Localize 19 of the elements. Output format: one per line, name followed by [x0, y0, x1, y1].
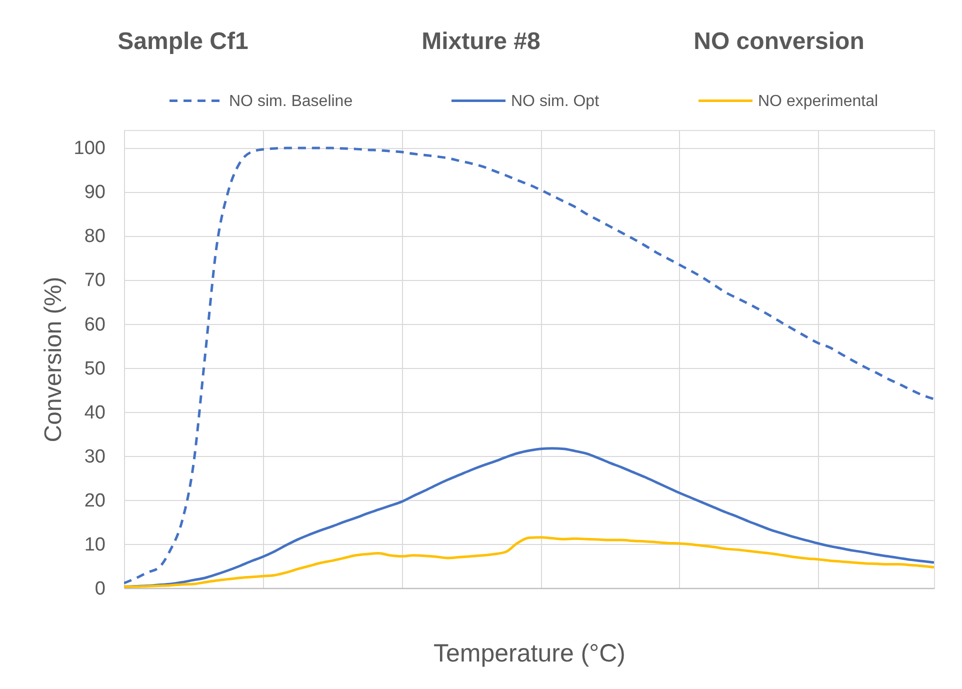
line-series — [124, 536, 934, 588]
x-axis-title: Temperature (°C) — [434, 640, 626, 668]
chart-title: Sample Cf1 Mixture #8 NO conversion — [118, 28, 864, 55]
y-tick-label: 0 — [94, 578, 106, 600]
y-axis-title: Conversion (%) — [40, 276, 67, 442]
y-tick-label: 60 — [84, 314, 106, 336]
line-series — [124, 146, 934, 584]
legend-label: NO sim. Opt — [511, 92, 600, 110]
y-tick-label: 70 — [84, 270, 106, 292]
y-tick-label: 50 — [84, 358, 106, 380]
y-tick-label: 30 — [84, 446, 106, 468]
legend-label: NO sim. Baseline — [229, 92, 353, 110]
y-tick-label: 100 — [74, 138, 106, 160]
y-tick-label: 10 — [84, 534, 106, 556]
y-tick-label: 40 — [84, 402, 106, 424]
y-tick-label: 90 — [84, 182, 106, 204]
y-tick-label: 20 — [84, 490, 106, 512]
legend-label: NO experimental — [758, 92, 878, 110]
y-tick-label: 80 — [84, 226, 106, 248]
